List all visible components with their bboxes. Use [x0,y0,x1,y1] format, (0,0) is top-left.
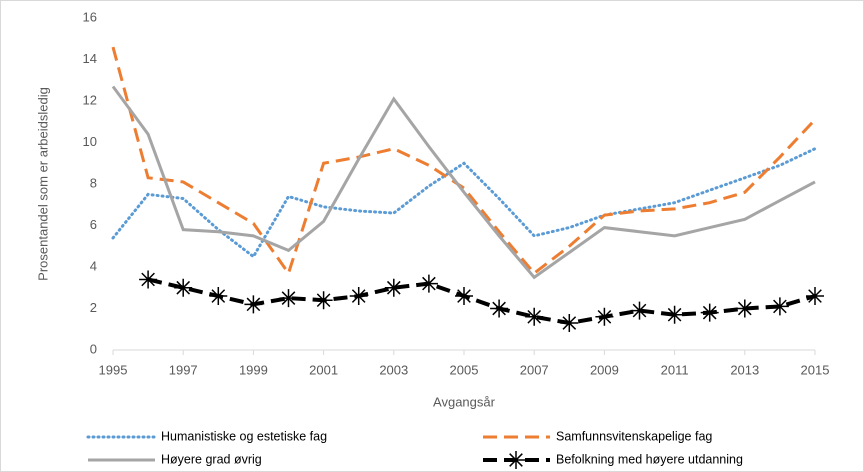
marker [244,295,263,314]
marker [209,287,228,306]
marker [735,299,754,318]
marker [384,278,403,297]
marker [806,287,824,306]
series-line [111,85,816,280]
marker [595,307,614,326]
marker [174,278,193,297]
marker [665,305,684,324]
x-tick-label: 1995 [99,362,128,377]
x-tick-label: 2011 [661,362,689,377]
y-tick-label: 6 [90,217,97,232]
legend-label: Høyere grad øvrig [161,452,262,466]
marker [279,289,298,308]
x-tick-label: 2003 [379,362,408,377]
marker [700,303,719,322]
x-tick-label: 2005 [450,362,479,377]
markers [139,270,824,333]
x-tick-label: 2013 [730,362,759,377]
y-tick-label: 12 [83,92,97,107]
marker [770,297,789,316]
legend-label: Humanistiske og estetiske fag [161,429,327,443]
y-tick-label: 4 [90,258,97,273]
marker [630,301,649,320]
marker [455,287,473,306]
x-tick-label: 2007 [520,362,549,377]
legend-label: Samfunnsvitenskapelige fag [556,429,712,443]
y-tick-label: 0 [90,341,97,356]
marker [525,307,544,326]
y-axis-title: Prosentandel som er arbeidsledig [35,87,50,281]
x-tick-label: 1999 [239,362,268,377]
y-tick-label: 8 [90,175,97,190]
marker [507,451,525,469]
marker [560,314,579,333]
legend-label: Befolkning med høyere utdanning [556,452,743,466]
y-tick-label: 16 [83,9,97,24]
x-axis-title: Avgangsår [433,394,496,409]
y-tick-label: 10 [83,134,97,149]
x-tick-label: 2009 [590,362,619,377]
marker [314,291,333,310]
x-tick-label: 2001 [309,362,338,377]
marker [490,299,509,318]
series-line [111,147,817,259]
marker [349,287,368,306]
x-tick-label: 1997 [169,362,198,377]
legend: Humanistiske og estetiske fag Samfunnsvit… [86,429,743,469]
y-tick-label: 2 [90,300,97,315]
marker [419,274,438,293]
marker [139,270,158,289]
y-tick-label: 14 [83,51,97,66]
x-tick-label: 2015 [801,362,830,377]
